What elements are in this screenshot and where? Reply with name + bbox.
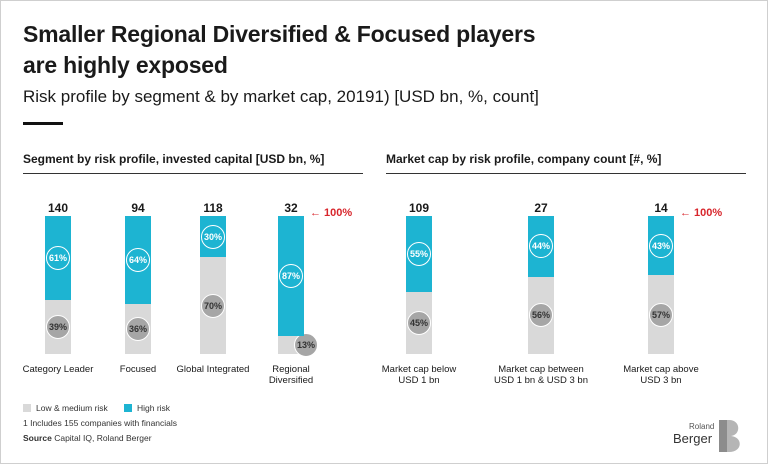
total-label: 140 [47,201,69,215]
subtitle: Risk profile by segment & by market cap,… [23,87,539,106]
chart-title: Market cap by risk profile, company coun… [386,152,662,166]
data-label: 70% [201,293,225,318]
annotation: ← 100% [310,207,353,219]
legend-swatch [124,404,132,412]
title-line: Smaller Regional Diversified & Focused p… [23,21,536,47]
total-label: 94 [131,201,145,215]
logo-text: Berger [673,431,713,446]
data-label: 39% [46,315,70,340]
total-label: 14 [654,201,668,215]
total-label: 32 [284,201,298,215]
legend-swatch [23,404,31,412]
x-tick-label: Focused [119,364,157,375]
x-tick-label: Regional Diversified [268,364,314,386]
data-label: 56% [529,303,553,328]
source-label: Source [23,433,52,443]
source: Capital IQ, Roland Berger [54,433,152,443]
total-label: 118 [203,201,223,215]
legend-label: Low & medium risk [36,403,108,413]
logo-text: Roland [689,422,715,431]
logo-mark [719,420,740,452]
data-label: 13% [294,333,318,358]
title-line: are highly exposed [23,52,228,78]
legend-label: High risk [137,403,171,413]
data-label: 45% [407,310,431,335]
rule [23,122,63,125]
x-tick-label: Market cap above USD 3 bn [623,364,699,386]
annotation: ← 100% [680,207,723,219]
data-label: 57% [649,302,673,327]
data-label: 64% [126,248,150,273]
total-label: 109 [408,201,430,215]
x-tick-label: Market cap below USD 1 bn [381,364,457,386]
total-label: 27 [534,201,548,215]
x-tick-label: Global Integrated [176,364,250,375]
data-label: 61% [46,246,70,271]
data-label: 55% [407,241,431,266]
footnote: 1 Includes 155 companies with financials [23,418,178,428]
title-rule [386,173,746,174]
chart-title: Segment by risk profile, invested capita… [23,152,325,166]
data-label: 87% [279,264,303,289]
title-rule [23,173,363,174]
data-label: 36% [126,317,150,342]
x-tick-label: Category Leader [22,364,94,375]
data-label: 44% [529,234,553,259]
x-tick-label: Market cap between USD 1 bn & USD 3 bn [494,364,588,386]
data-label: 30% [201,224,225,249]
data-label: 43% [649,233,673,258]
